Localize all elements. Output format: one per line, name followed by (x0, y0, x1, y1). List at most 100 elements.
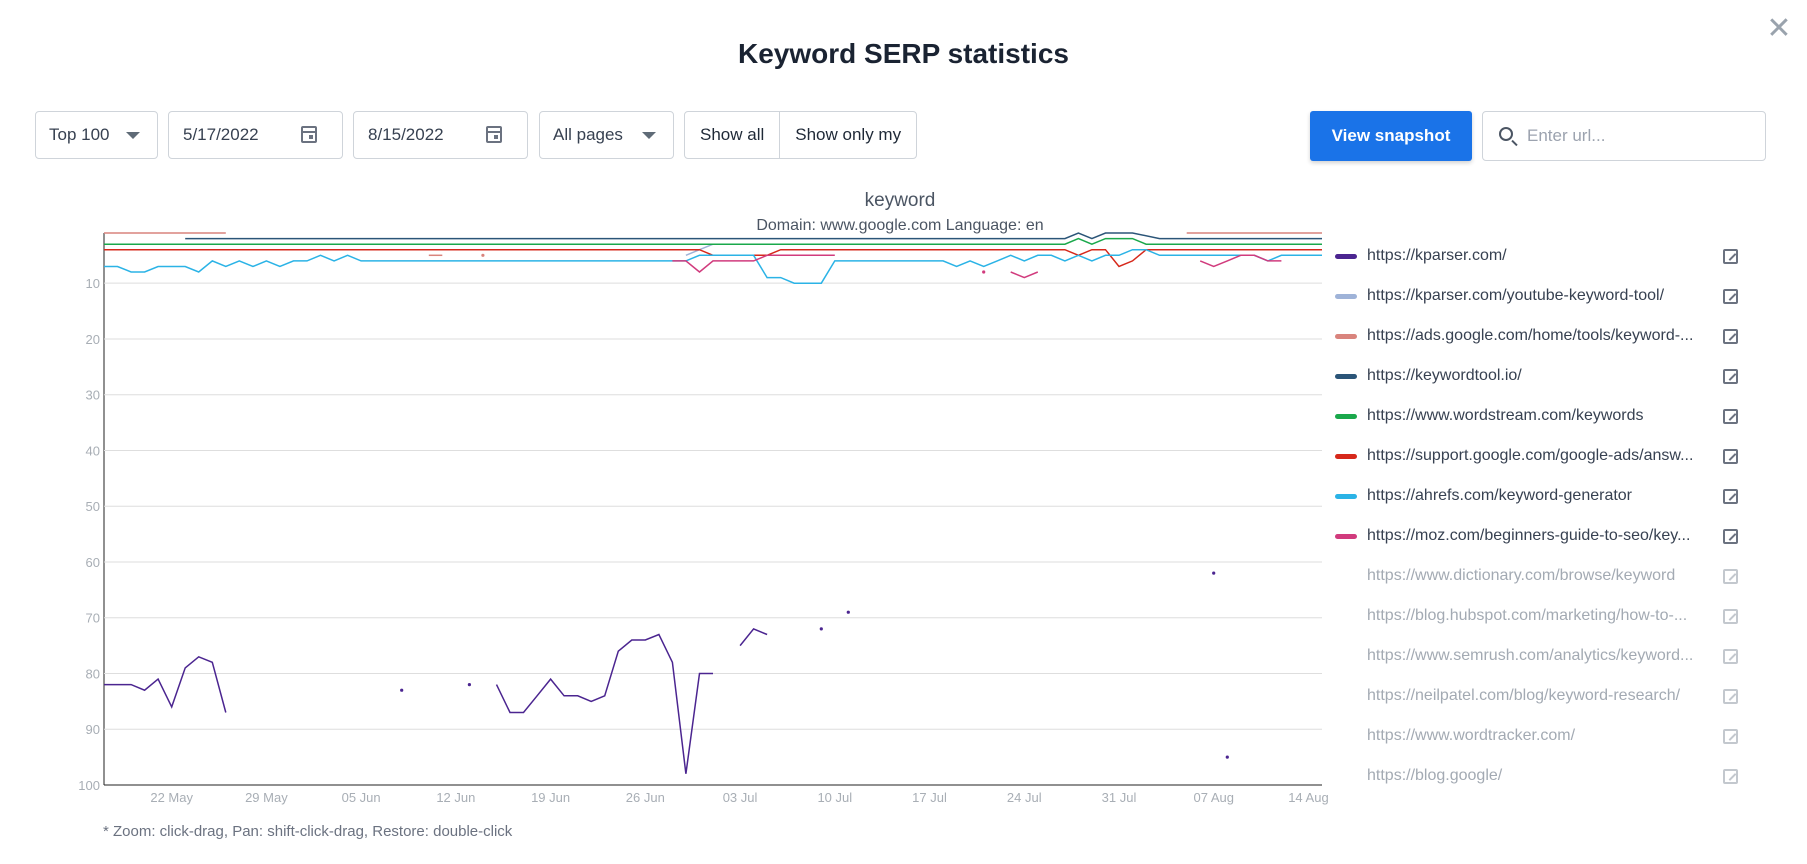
external-link-icon[interactable] (1723, 409, 1738, 424)
legend-swatch (1335, 734, 1357, 739)
date-from-field[interactable]: 5/17/2022 (168, 111, 343, 159)
x-tick-label: 14 Aug (1288, 790, 1329, 805)
legend-item[interactable]: https://blog.hubspot.com/marketing/how-t… (1330, 596, 1740, 636)
legend-label: https://www.dictionary.com/browse/keywor… (1367, 567, 1676, 584)
legend-item[interactable]: https://www.dictionary.com/browse/keywor… (1330, 556, 1740, 596)
legend-label: https://blog.hubspot.com/marketing/how-t… (1367, 607, 1688, 624)
external-link-icon[interactable] (1723, 329, 1738, 344)
series-line-8 (672, 254, 835, 273)
legend-item[interactable]: https://www.semrush.com/analytics/keywor… (1330, 636, 1740, 676)
date-to-value: 8/15/2022 (368, 125, 444, 144)
legend-label: https://ahrefs.com/keyword-generator (1367, 487, 1633, 504)
legend-item[interactable]: https://keywordtool.io/ (1330, 356, 1740, 396)
y-tick-label: 30 (86, 388, 100, 403)
pages-select-value: All pages (553, 125, 623, 144)
close-icon[interactable]: ✕ (1766, 12, 1792, 45)
chevron-down-icon (126, 132, 140, 139)
serp-chart[interactable]: 10 20 30 40 50 60 70 80 90 100 22 May 29 May 05 Jun 1… (0, 0, 1330, 820)
legend-label: https://kparser.com/ (1367, 247, 1507, 264)
legend-label: https://keywordtool.io/ (1367, 367, 1522, 384)
chevron-down-icon (642, 132, 656, 139)
x-tick-label: 05 Jun (342, 790, 381, 805)
y-tick-label: 50 (86, 499, 100, 514)
series-line-8 (1199, 254, 1282, 268)
legend-label: https://kparser.com/youtube-keyword-tool… (1367, 287, 1665, 304)
x-tick-label: 29 May (245, 790, 288, 805)
external-link-icon[interactable] (1723, 289, 1738, 304)
view-snapshot-button[interactable]: View snapshot (1310, 111, 1472, 161)
legend-swatch (1335, 373, 1357, 379)
series-point-1 (400, 688, 404, 692)
legend-item[interactable]: https://ads.google.com/home/tools/keywor… (1330, 316, 1740, 356)
series-line-8 (1010, 271, 1039, 279)
y-tick-label: 20 (86, 332, 100, 347)
legend-swatch (1335, 333, 1357, 339)
top-select[interactable]: Top 100 (35, 111, 158, 159)
legend-label: https://www.semrush.com/analytics/keywor… (1367, 647, 1694, 664)
chart-subtitle: Domain: www.google.com Language: en (756, 217, 1044, 234)
legend-swatch (1335, 694, 1357, 699)
series-point-1 (819, 627, 823, 631)
top-select-value: Top 100 (49, 125, 110, 144)
legend-label: https://www.wordstream.com/keywords (1367, 407, 1644, 424)
url-search-field[interactable] (1482, 111, 1766, 161)
legend-swatch (1335, 774, 1357, 779)
external-link-icon[interactable] (1723, 689, 1738, 704)
series-point-1 (1225, 755, 1229, 759)
url-search-input[interactable] (1525, 125, 1749, 147)
legend-label: https://www.wordtracker.com/ (1367, 727, 1576, 744)
legend-item[interactable]: https://moz.com/beginners-guide-to-seo/k… (1330, 516, 1740, 556)
legend-swatch (1335, 574, 1357, 579)
show-only-my-button[interactable]: Show only my (779, 112, 916, 158)
y-tick-label: 80 (86, 666, 100, 681)
x-tick-label: 17 Jul (912, 790, 947, 805)
legend-item[interactable]: https://kparser.com/youtube-keyword-tool… (1330, 276, 1740, 316)
legend-item[interactable]: https://www.wordstream.com/keywords (1330, 396, 1740, 436)
legend-label: https://blog.google/ (1367, 767, 1503, 784)
x-tick-label: 31 Jul (1102, 790, 1137, 805)
zoom-hint: * Zoom: click-drag, Pan: shift-click-dra… (103, 823, 513, 840)
date-to-field[interactable]: 8/15/2022 (353, 111, 528, 159)
legend-item[interactable]: https://ahrefs.com/keyword-generator (1330, 476, 1740, 516)
legend-item[interactable]: https://kparser.com/ (1330, 236, 1740, 276)
external-link-icon[interactable] (1723, 569, 1738, 584)
y-tick-label: 70 (86, 611, 100, 626)
legend-swatch (1335, 293, 1357, 299)
external-link-icon[interactable] (1723, 489, 1738, 504)
external-link-icon[interactable] (1723, 249, 1738, 264)
legend-item[interactable]: https://neilpatel.com/blog/keyword-resea… (1330, 676, 1740, 716)
date-from-value: 5/17/2022 (183, 125, 259, 144)
calendar-icon[interactable] (486, 126, 502, 143)
legend-item[interactable]: https://blog.google/ (1330, 756, 1740, 796)
external-link-icon[interactable] (1723, 529, 1738, 544)
series-line-5 (104, 237, 1322, 246)
external-link-icon[interactable] (1723, 449, 1738, 464)
legend-label: https://ads.google.com/home/tools/keywor… (1367, 327, 1694, 344)
series-line-1 (495, 633, 713, 774)
legend-item[interactable]: https://support.google.com/google-ads/an… (1330, 436, 1740, 476)
x-tick-label: 07 Aug (1193, 790, 1234, 805)
show-all-button[interactable]: Show all (700, 125, 765, 144)
series-line-7 (104, 248, 1322, 284)
legend-item[interactable]: https://www.wordtracker.com/ (1330, 716, 1740, 756)
legend-swatch (1335, 453, 1357, 459)
pages-select[interactable]: All pages (539, 111, 674, 159)
chart-legend: https://kparser.com/https://kparser.com/… (1330, 236, 1740, 812)
external-link-icon[interactable] (1723, 729, 1738, 744)
legend-swatch (1335, 413, 1357, 419)
external-link-icon[interactable] (1723, 769, 1738, 784)
series-line-1 (104, 655, 227, 713)
x-tick-label: 12 Jun (436, 790, 475, 805)
y-tick-label: 100 (78, 778, 100, 793)
y-tick-label: 10 (86, 276, 100, 291)
x-tick-label: 03 Jul (723, 790, 758, 805)
legend-label: https://moz.com/beginners-guide-to-seo/k… (1367, 527, 1691, 544)
calendar-icon[interactable] (301, 126, 317, 143)
external-link-icon[interactable] (1723, 609, 1738, 624)
external-link-icon[interactable] (1723, 649, 1738, 664)
series-point-3 (481, 253, 485, 257)
y-tick-label: 40 (86, 443, 100, 458)
legend-swatch (1335, 253, 1357, 259)
series-point-1 (846, 610, 850, 614)
external-link-icon[interactable] (1723, 369, 1738, 384)
